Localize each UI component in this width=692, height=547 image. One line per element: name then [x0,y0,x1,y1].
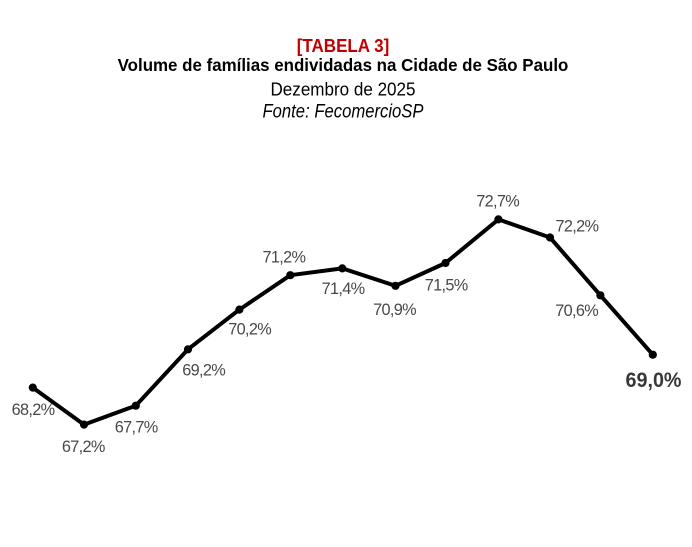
svg-text:69,0%: 69,0% [626,368,682,392]
svg-text:[TABELA 3]: [TABELA 3] [297,35,390,56]
svg-text:Volume de famílias endividadas: Volume de famílias endividadas na Cidade… [118,55,569,75]
svg-text:70,2%: 70,2% [228,321,272,339]
svg-text:69,2%: 69,2% [182,362,226,380]
svg-text:72,7%: 72,7% [476,193,520,211]
svg-text:71,4%: 71,4% [322,280,366,298]
svg-text:70,9%: 70,9% [373,301,417,319]
svg-text:71,5%: 71,5% [425,276,469,294]
svg-text:71,2%: 71,2% [262,248,306,266]
svg-text:68,2%: 68,2% [12,401,56,419]
svg-text:Fonte: FecomercioSP: Fonte: FecomercioSP [263,102,424,123]
svg-text:70,6%: 70,6% [555,302,599,320]
svg-text:67,7%: 67,7% [115,418,159,436]
svg-text:67,2%: 67,2% [62,438,106,456]
svg-text:72,2%: 72,2% [555,218,599,236]
svg-text:Dezembro de 2025: Dezembro de 2025 [271,80,416,100]
